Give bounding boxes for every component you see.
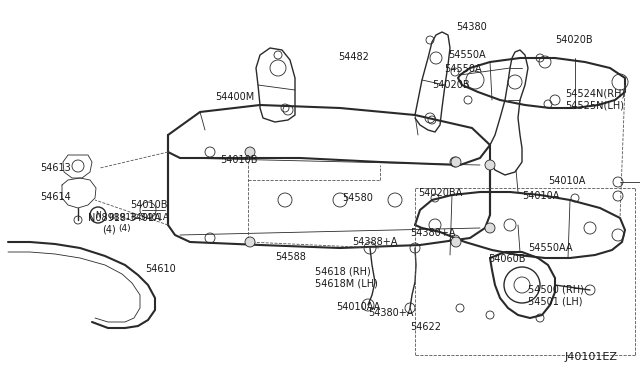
- Text: 54380+A: 54380+A: [368, 308, 413, 318]
- Text: 54020B: 54020B: [432, 80, 470, 90]
- Text: 54400M: 54400M: [215, 92, 254, 102]
- Text: 54618 (RH): 54618 (RH): [315, 267, 371, 277]
- Circle shape: [245, 147, 255, 157]
- Text: 54010A: 54010A: [522, 191, 559, 201]
- Text: (4): (4): [118, 224, 131, 233]
- Text: 54610: 54610: [145, 264, 176, 274]
- Text: 08918-3401A: 08918-3401A: [108, 213, 169, 222]
- Text: 54380: 54380: [456, 22, 487, 32]
- Circle shape: [451, 237, 461, 247]
- Text: (4): (4): [102, 224, 116, 234]
- Text: 54550A: 54550A: [448, 50, 486, 60]
- Text: 54524N(RH): 54524N(RH): [565, 88, 625, 98]
- Circle shape: [245, 237, 255, 247]
- Text: 54500 (RH): 54500 (RH): [528, 285, 584, 295]
- Text: 54388+A: 54388+A: [352, 237, 397, 247]
- Text: 54010AA: 54010AA: [336, 302, 380, 312]
- Text: 54380+A: 54380+A: [410, 228, 456, 238]
- Text: 54614: 54614: [40, 192, 71, 202]
- Circle shape: [485, 160, 495, 170]
- Text: N08918-3401A: N08918-3401A: [88, 213, 161, 223]
- Polygon shape: [63, 155, 92, 178]
- Text: 54010B: 54010B: [220, 155, 257, 165]
- Circle shape: [451, 157, 461, 167]
- Text: 54580: 54580: [342, 193, 373, 203]
- Text: 54622: 54622: [410, 322, 441, 332]
- Text: 54618M (LH): 54618M (LH): [315, 279, 378, 289]
- Text: 54525N(LH): 54525N(LH): [565, 100, 624, 110]
- Text: 54550AA: 54550AA: [528, 243, 573, 253]
- Text: 54020B: 54020B: [555, 35, 593, 45]
- Text: 54588: 54588: [275, 252, 306, 262]
- Text: 54010B: 54010B: [130, 200, 168, 210]
- Text: 54501 (LH): 54501 (LH): [528, 297, 582, 307]
- Text: 54550A: 54550A: [444, 64, 482, 74]
- Text: N: N: [95, 211, 101, 219]
- Circle shape: [485, 223, 495, 233]
- Text: 54613: 54613: [40, 163, 71, 173]
- Text: 54060B: 54060B: [488, 254, 525, 264]
- Text: 54010A: 54010A: [548, 176, 586, 186]
- Text: 54482: 54482: [338, 52, 369, 62]
- Text: J40101EZ: J40101EZ: [565, 352, 618, 362]
- Text: 54020BA: 54020BA: [418, 188, 462, 198]
